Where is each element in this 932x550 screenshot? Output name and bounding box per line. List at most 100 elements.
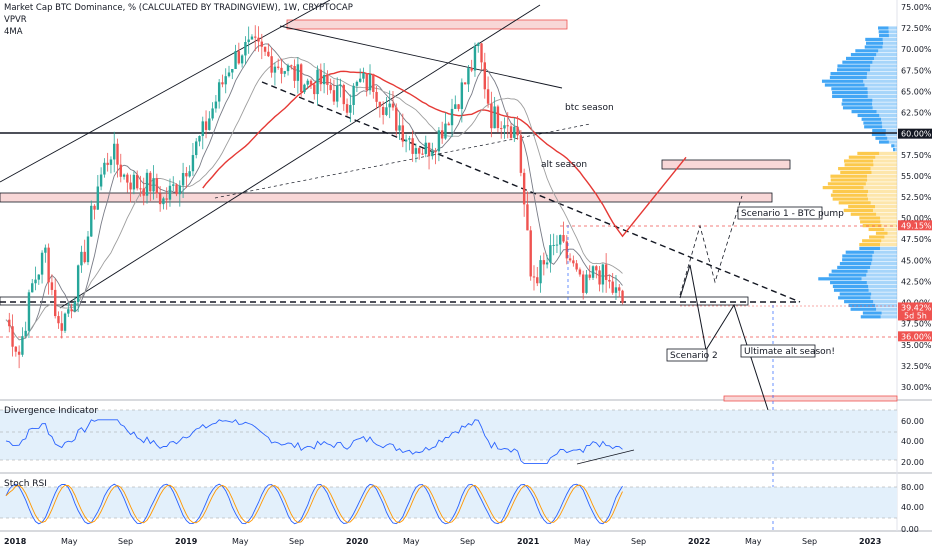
candle-body (336, 85, 339, 102)
vp-bar (837, 265, 871, 270)
vp-bar (879, 113, 897, 118)
candle-body (21, 336, 24, 355)
divergence-tick: 20.00 (901, 458, 924, 467)
candle-body (480, 43, 483, 63)
vp-bar (839, 262, 872, 266)
vp-bar (842, 98, 873, 102)
time-tick: May (232, 537, 249, 546)
indicator-4ma[interactable]: 4MA (4, 27, 23, 37)
vp-bar (885, 129, 897, 133)
vp-bar (868, 227, 885, 232)
vp-bar (867, 87, 897, 91)
price-axis[interactable]: 75.00% 72.50% 70.00% 67.50% 65.00% 62.50% 60.0… (901, 3, 932, 392)
scenario1-path (679, 195, 743, 296)
candle-body (175, 184, 178, 195)
candle-body (106, 162, 109, 165)
vp-bar (843, 208, 874, 213)
vp-bar (863, 79, 897, 83)
candle-body (70, 309, 73, 312)
candle-body (516, 126, 519, 136)
candle-body (195, 141, 198, 156)
time-tick: May (61, 537, 78, 546)
candle-body (404, 139, 408, 142)
candle-body (444, 123, 447, 139)
vp-bar (883, 41, 897, 45)
stoch-tick: 0.00 (901, 525, 919, 534)
vp-bar (868, 284, 897, 289)
candles[interactable] (8, 25, 624, 369)
candle-body (185, 173, 188, 177)
vp-bar (837, 64, 871, 68)
vp-bar (838, 201, 871, 205)
scenario-projections (567, 195, 774, 530)
ma-grey-line (5, 43, 623, 341)
candle-body (306, 80, 309, 85)
price-tick: 70.00% (901, 45, 932, 54)
candle-body (132, 174, 136, 190)
vp-bar (832, 91, 868, 95)
candle-body (391, 103, 395, 108)
candle-body (296, 64, 300, 81)
vp-bar (894, 144, 897, 148)
vp-bar (859, 243, 881, 247)
ultimate-box (740, 344, 816, 358)
time-tick: May (745, 537, 762, 546)
vp-bar (861, 117, 882, 121)
candle-body (431, 151, 434, 157)
vp-bar (869, 235, 885, 239)
time-axis[interactable]: 2018 May Sep 2019 May Sep 2020 May Sep 2021 May Sep… (4, 537, 881, 546)
vp-bar (882, 37, 897, 42)
vp-bar (871, 170, 897, 175)
vp-bar (875, 303, 897, 308)
vp-bar (867, 91, 897, 95)
divergence-pane[interactable]: Divergence Indicator 60.00 40.00 20.00 (0, 406, 924, 467)
candle-body (381, 106, 385, 115)
candle-body (532, 276, 536, 278)
vp-bar (824, 83, 865, 87)
stoch-pane[interactable]: Stoch RSI 80.00 40.00 0.00 (0, 479, 924, 534)
vp-bar (867, 174, 897, 178)
annotations[interactable]: btc season alt season Scenario 1 - BTC p… (541, 103, 844, 362)
candle-body (270, 56, 273, 73)
vp-bar (864, 125, 883, 129)
price-tick: 65.00% (901, 87, 932, 96)
candle-body (555, 244, 559, 246)
vp-bar (832, 189, 869, 194)
vp-bar (841, 102, 873, 106)
candle-body (460, 82, 464, 109)
vp-bar (864, 45, 883, 49)
price-badge-countdown: 5d 5h (904, 311, 927, 320)
price-tick: 32.50% (901, 362, 932, 371)
candle-body (372, 74, 375, 92)
candle-body (126, 174, 129, 183)
candle-body (96, 186, 100, 210)
vp-bar (887, 231, 897, 235)
vp-bar (867, 269, 897, 273)
zone-52 (0, 192, 773, 203)
candle-body (575, 263, 578, 270)
candle-body (155, 178, 159, 194)
divergence-title: Divergence Indicator (4, 406, 98, 416)
vp-bar (880, 216, 897, 220)
chart-title: Market Cap BTC Dominance, % (CALCULATED … (4, 3, 353, 13)
candle-body (67, 309, 70, 314)
label-scenario1: Scenario 1 - BTC pump (741, 209, 844, 219)
vp-bar (875, 205, 897, 209)
candle-body (254, 36, 257, 38)
vp-bar (842, 106, 873, 110)
vp-bar (866, 75, 897, 80)
vp-bar (881, 224, 897, 228)
time-tick: Sep (118, 537, 133, 546)
candle-body (57, 316, 60, 324)
candle-body (385, 107, 388, 115)
candle-body (240, 55, 244, 64)
indicator-vpvr[interactable]: VPVR (4, 15, 27, 25)
vp-bar (844, 163, 874, 167)
vp-bar (838, 296, 871, 300)
candle-body (352, 85, 355, 106)
candle-body (63, 313, 67, 331)
candle-body (424, 142, 427, 154)
candle-body (375, 91, 378, 102)
vp-bar (865, 182, 897, 186)
